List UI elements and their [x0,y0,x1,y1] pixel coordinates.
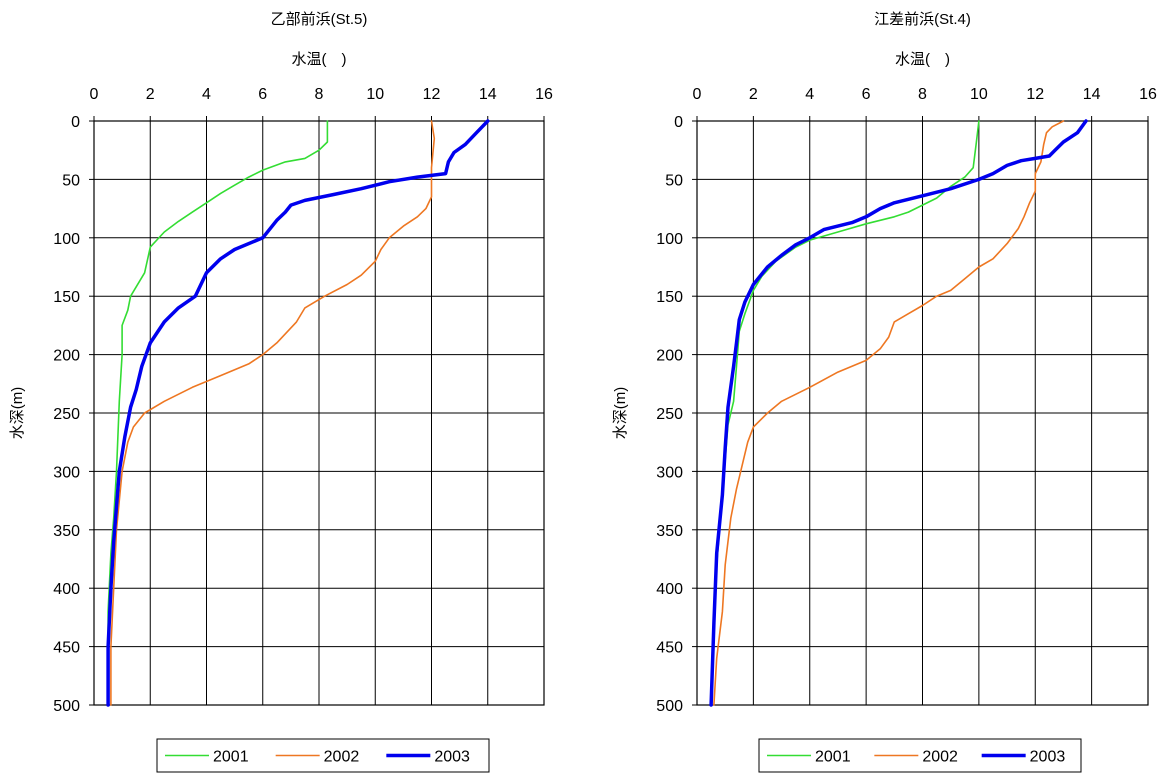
x-tick-label: 16 [1139,86,1157,103]
y-tick-label: 300 [53,464,80,481]
y-tick-label: 250 [53,406,80,423]
x-tick-label: 6 [862,86,871,103]
x-tick-label: 6 [258,86,267,103]
y-tick-label: 100 [656,231,683,248]
y-tick-label: 450 [53,640,80,657]
y-tick-label: 50 [665,172,683,189]
y-tick-label: 0 [71,114,80,131]
y-tick-label: 200 [53,348,80,365]
y-tick-label: 350 [53,523,80,540]
y-tick-label: 350 [656,523,683,540]
y-tick-label: 50 [62,172,80,189]
y-tick-label: 500 [53,698,80,715]
x-tick-label: 12 [1026,86,1044,103]
series-line-2003 [709,119,1088,707]
y-tick-label: 400 [656,581,683,598]
chart-title: 江差前浜(St.4) [874,11,971,28]
y-tick-label: 0 [674,114,683,131]
legend: 2001 2002 2003 [758,738,1082,773]
legend-label-2003: 2003 [1030,749,1066,766]
x-tick-label: 2 [146,86,155,103]
legend-label-2001: 2001 [815,749,851,766]
legend-box [758,738,1082,773]
y-tick-label: 300 [656,464,683,481]
x-tick-label: 4 [805,86,814,103]
chart-panel-1: 乙部前浜(St.5) 水温( ) 水深(m) 0 2 4 6 8 10 12 14 16 0 50 100 1… [9,11,553,773]
x-tick-label: 4 [202,86,211,103]
x-tick-label: 14 [1083,86,1101,103]
chart-panel-2: 江差前浜(St.4) 水温( ) 水深(m) 0 2 4 6 8 10 12 14 16 0 50 100 1… [612,11,1157,773]
x-tick-label: 2 [749,86,758,103]
y-tick-label: 150 [53,289,80,306]
x-tick-label: 12 [423,86,441,103]
series-line-2002 [713,120,1065,706]
x-tick-label: 14 [479,86,497,103]
y-axis-label: 水深(m) [9,387,26,440]
x-tick-label: 16 [535,86,553,103]
y-tick-label: 450 [656,640,683,657]
x-tick-label: 0 [90,86,99,103]
y-tick-label: 100 [53,231,80,248]
legend-label-2003: 2003 [434,749,470,766]
y-tick-label: 400 [53,581,80,598]
legend-label-2002: 2002 [922,749,958,766]
series-line-2003 [106,119,490,707]
legend-label-2001: 2001 [213,749,249,766]
x-tick-label: 8 [918,86,927,103]
y-tick-label: 500 [656,698,683,715]
x-tick-label: 10 [366,86,384,103]
legend: 2001 2002 2003 [156,738,490,773]
legend-label-2002: 2002 [324,749,360,766]
y-tick-label: 150 [656,289,683,306]
legend-box [156,738,490,773]
y-tick-label: 250 [656,406,683,423]
series-line-2002 [110,120,436,706]
x-axis-label: 水温( ) [292,51,347,68]
x-tick-label: 8 [315,86,324,103]
chart-title: 乙部前浜(St.5) [271,11,368,28]
series-line-2001 [107,120,329,706]
y-axis-label: 水深(m) [612,387,629,440]
x-tick-label: 0 [693,86,702,103]
y-tick-label: 200 [656,348,683,365]
x-axis-label: 水温( ) [895,51,950,68]
x-tick-label: 10 [970,86,988,103]
